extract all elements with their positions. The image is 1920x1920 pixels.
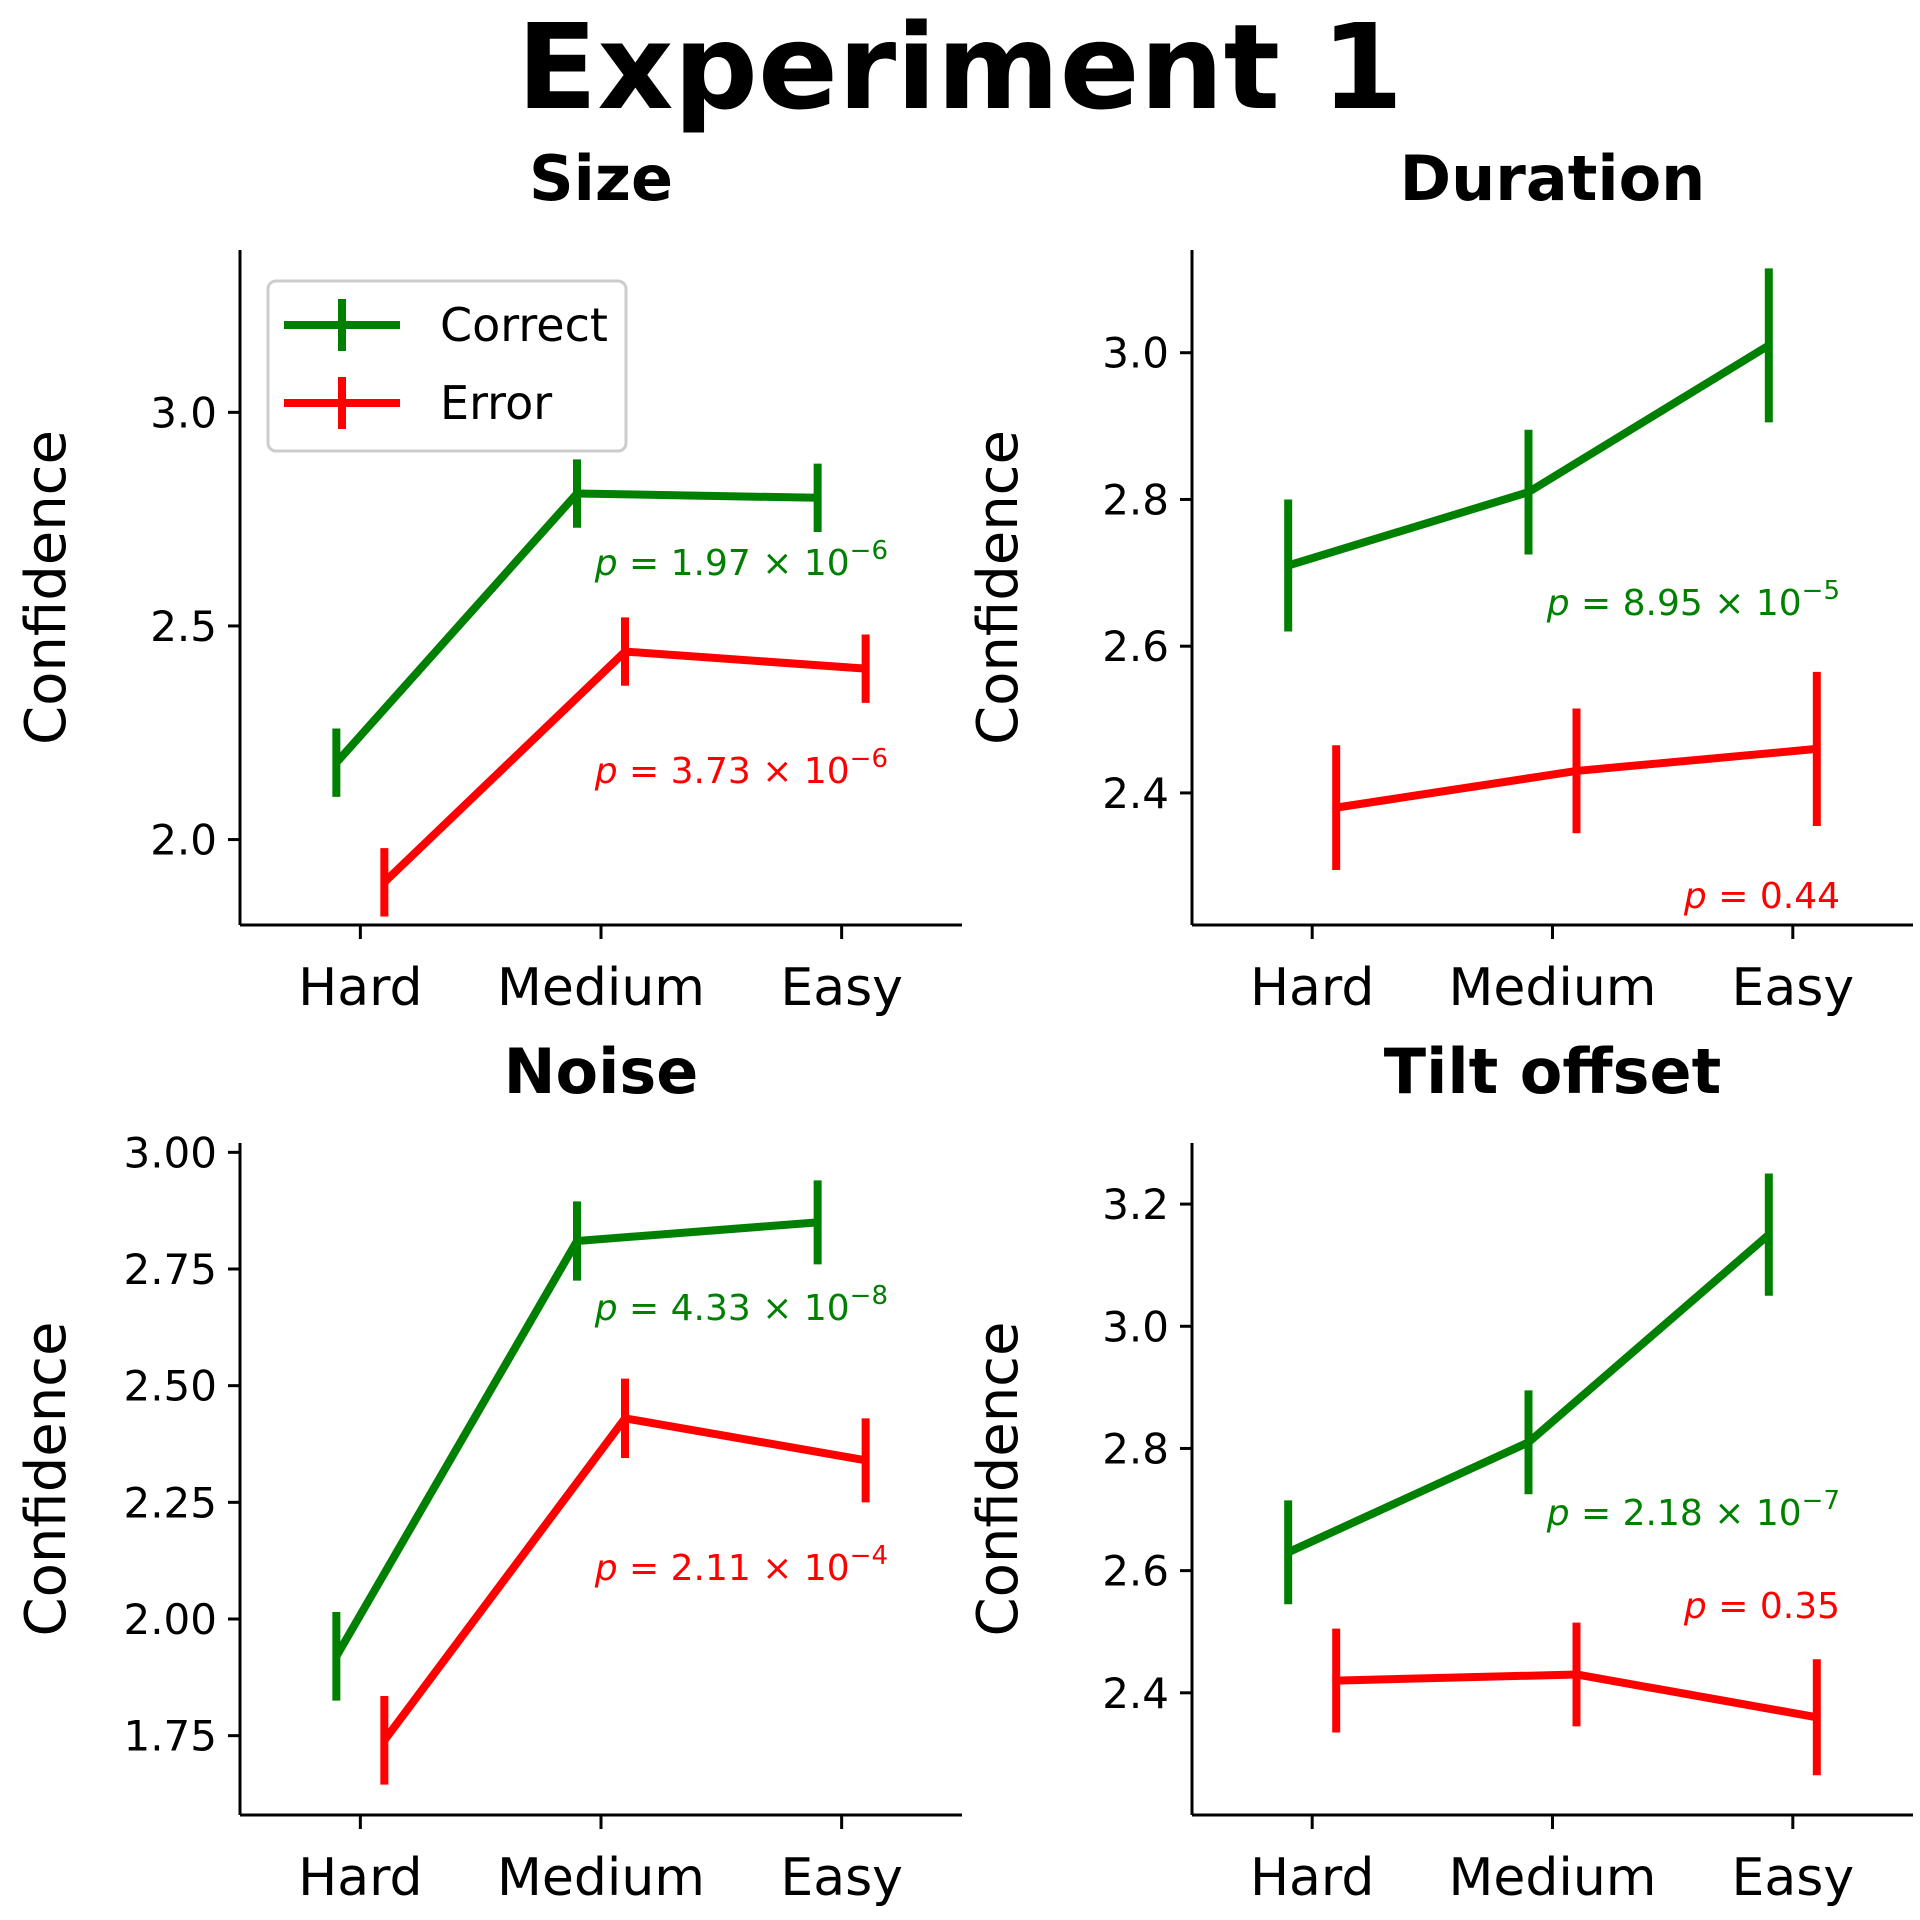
panel-noise: Noise Confidence 1.75 2.00 2.25 2.50 2.75 3.00 H… xyxy=(14,1035,962,1908)
y-tick-label: 3.0 xyxy=(1102,329,1169,378)
legend-label-correct: Correct xyxy=(440,298,608,352)
y-tick-label: 2.5 xyxy=(150,602,217,651)
y-axis-label: Confidence xyxy=(966,1322,1031,1637)
p-equals: = xyxy=(618,1288,671,1329)
p-value-annotation-error: p = 2.11 × 10−4 xyxy=(594,1541,888,1589)
p-times-ten: × 10 xyxy=(751,543,850,584)
p-times-ten: × 10 xyxy=(751,751,850,792)
panel-size: Size Confidence 2.0 2.5 3.0 Hard Medium Easy p =… xyxy=(14,142,962,1018)
y-tick-label: 1.75 xyxy=(123,1712,217,1761)
panel-duration: Duration Confidence 2.4 2.6 2.8 3.0 Hard Medium… xyxy=(966,142,1913,1018)
y-tick-label: 2.75 xyxy=(123,1245,217,1294)
x-tick-label: Easy xyxy=(780,958,903,1018)
p-equals: = xyxy=(618,1548,671,1589)
y-tick-label: 3.2 xyxy=(1102,1180,1169,1229)
legend: Correct Error xyxy=(266,279,628,453)
p-exponent: −4 xyxy=(850,1541,888,1571)
y-tick-label: 2.4 xyxy=(1102,769,1169,818)
p-equals: = xyxy=(1570,583,1623,624)
p-value-annotation-correct: p = 8.95 × 10−5 xyxy=(1546,576,1840,624)
y-axis-label: Confidence xyxy=(966,430,1031,745)
panel-title: Duration xyxy=(1400,142,1706,215)
y-axis-label: Confidence xyxy=(14,430,79,745)
y-tick-label: 2.4 xyxy=(1102,1669,1169,1718)
x-tick-label: Easy xyxy=(780,1848,903,1908)
p-symbol: p xyxy=(594,1288,618,1329)
panel-tilt-offset: Tilt offset Confidence 2.4 2.6 2.8 3.0 3.2 Hard… xyxy=(966,1035,1913,1908)
p-equals: = xyxy=(1707,876,1760,917)
p-value-annotation-error: p = 0.44 xyxy=(1683,876,1840,917)
x-tick-label: Medium xyxy=(497,1848,705,1908)
figure-title: Experiment 1 xyxy=(517,0,1403,136)
p-times-ten: × 10 xyxy=(1703,1493,1802,1534)
y-tick-label: 2.50 xyxy=(123,1362,217,1411)
x-tick-label: Medium xyxy=(1449,1848,1657,1908)
p-equals: = xyxy=(618,543,671,584)
y-tick-label: 3.0 xyxy=(150,388,217,437)
p-symbol: p xyxy=(594,1548,618,1589)
p-symbol: p xyxy=(1546,1493,1570,1534)
p-mantissa: 1.97 xyxy=(671,543,751,584)
p-times-ten: × 10 xyxy=(751,1288,850,1329)
p-symbol: p xyxy=(1683,876,1707,917)
x-tick-label: Hard xyxy=(298,1848,422,1908)
p-mantissa: 2.11 xyxy=(671,1548,751,1589)
p-equals: = xyxy=(1707,1586,1760,1627)
p-exponent: −6 xyxy=(850,744,888,774)
x-tick-label: Hard xyxy=(1250,1848,1374,1908)
x-tick-label: Hard xyxy=(298,958,422,1018)
p-exponent: −8 xyxy=(850,1281,888,1311)
y-tick-label: 3.00 xyxy=(123,1128,217,1177)
y-tick-label: 2.25 xyxy=(123,1478,217,1527)
p-symbol: p xyxy=(1546,583,1570,624)
p-value-annotation-correct: p = 1.97 × 10−6 xyxy=(594,536,888,584)
y-tick-label: 2.8 xyxy=(1102,1424,1169,1473)
legend-label-error: Error xyxy=(440,376,552,430)
x-tick-label: Medium xyxy=(1449,958,1657,1018)
y-tick-label: 3.0 xyxy=(1102,1302,1169,1351)
p-symbol: p xyxy=(594,543,618,584)
p-symbol: p xyxy=(594,751,618,792)
y-axis-label: Confidence xyxy=(14,1322,79,1637)
y-tick-label: 2.0 xyxy=(150,816,217,865)
x-tick-label: Easy xyxy=(1732,958,1855,1018)
p-exponent: −6 xyxy=(850,536,888,566)
panel-title: Size xyxy=(529,142,673,215)
p-equals: = xyxy=(1570,1493,1623,1534)
p-mantissa: 2.18 xyxy=(1623,1493,1703,1534)
x-tick-label: Easy xyxy=(1732,1848,1855,1908)
p-value-annotation-error: p = 3.73 × 10−6 xyxy=(594,744,888,792)
p-mantissa: 3.73 xyxy=(671,751,751,792)
p-value-annotation-correct: p = 4.33 × 10−8 xyxy=(594,1281,888,1329)
p-value-annotation-correct: p = 2.18 × 10−7 xyxy=(1546,1486,1840,1534)
y-tick-label: 2.00 xyxy=(123,1595,217,1644)
panel-title: Tilt offset xyxy=(1384,1035,1721,1108)
p-exponent: −7 xyxy=(1802,1486,1840,1516)
x-tick-label: Medium xyxy=(497,958,705,1018)
p-equals: = xyxy=(618,751,671,792)
p-mantissa: 8.95 xyxy=(1623,583,1703,624)
y-tick-label: 2.8 xyxy=(1102,475,1169,524)
p-value: 0.44 xyxy=(1760,876,1840,917)
p-mantissa: 4.33 xyxy=(671,1288,751,1329)
p-value: 0.35 xyxy=(1760,1586,1840,1627)
series-line-correct xyxy=(333,489,818,766)
y-tick-label: 2.6 xyxy=(1102,1547,1169,1596)
p-times-ten: × 10 xyxy=(751,1548,850,1589)
p-value-annotation-error: p = 0.35 xyxy=(1683,1586,1840,1627)
y-tick-label: 2.6 xyxy=(1102,622,1169,671)
panel-title: Noise xyxy=(504,1035,699,1108)
p-symbol: p xyxy=(1683,1586,1707,1627)
p-exponent: −5 xyxy=(1802,576,1840,606)
p-times-ten: × 10 xyxy=(1703,583,1802,624)
x-tick-label: Hard xyxy=(1250,958,1374,1018)
